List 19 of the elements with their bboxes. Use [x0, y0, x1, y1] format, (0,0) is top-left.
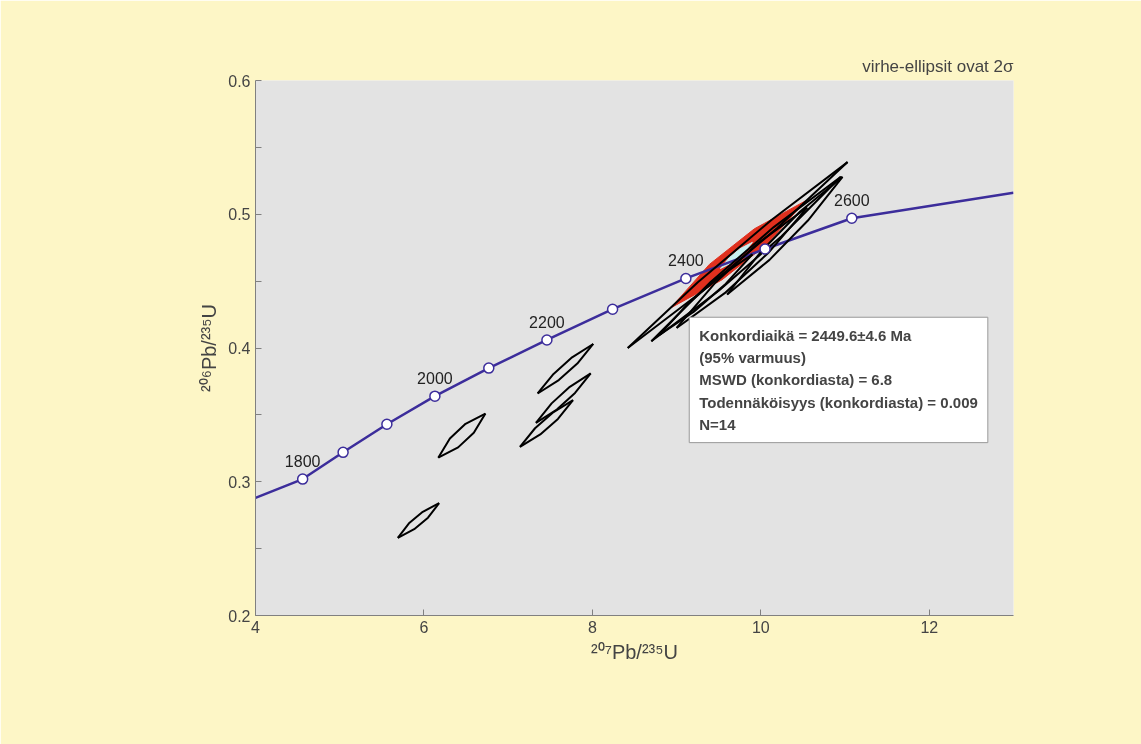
x-tick-label: 6: [419, 618, 429, 636]
x-tick-label: 4: [251, 618, 261, 636]
chart-title: virhe-ellipsit ovat 2σ: [862, 56, 1015, 76]
annotation: 2200: [529, 313, 565, 331]
annotation: 1800: [284, 453, 321, 471]
y-axis-title: ²⁰⁶Pb/²³⁵U: [198, 304, 221, 392]
y-tick-label: 0.2: [228, 607, 251, 625]
y-tick-label: 0.3: [228, 473, 251, 491]
annotation: 2400: [668, 252, 704, 270]
x-tick-label: 10: [751, 618, 770, 636]
x-tick-label: 8: [587, 618, 597, 636]
annotation: 2000: [417, 370, 453, 388]
annotation: Konkordiaikä = 2449.6±4.6 Ma (95% varmuus) MSWD (konkordiasta) = 6.8 Todennäköisyys (konkordiasta) = 0.009 N=14: [699, 327, 978, 433]
y-tick-label: 0.6: [228, 72, 251, 90]
annotation: 2600: [834, 192, 870, 210]
y-tick-label: 0.4: [228, 340, 251, 357]
x-axis-title: ²⁰⁷Pb/²³⁵U: [591, 640, 678, 663]
x-tick-label: 12: [920, 618, 939, 636]
y-tick-label: 0.5: [228, 206, 251, 224]
